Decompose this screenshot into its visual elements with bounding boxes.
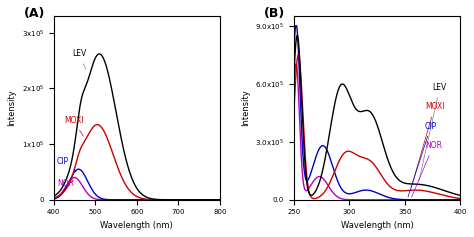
X-axis label: Wavelength (nm): Wavelength (nm) bbox=[341, 221, 413, 230]
Text: CIP: CIP bbox=[408, 122, 437, 197]
Text: MOXI: MOXI bbox=[411, 102, 444, 187]
Text: CIP: CIP bbox=[57, 157, 76, 171]
Y-axis label: Intensity: Intensity bbox=[241, 90, 250, 126]
Text: (A): (A) bbox=[24, 7, 45, 20]
Text: LEV: LEV bbox=[72, 50, 86, 69]
Text: MOXI: MOXI bbox=[64, 116, 83, 136]
Text: LEV: LEV bbox=[419, 83, 447, 182]
Y-axis label: Intensity: Intensity bbox=[7, 90, 16, 126]
Text: NOR: NOR bbox=[411, 141, 442, 197]
Text: (B): (B) bbox=[264, 7, 285, 20]
X-axis label: Wavelength (nm): Wavelength (nm) bbox=[100, 221, 173, 230]
Text: NOR: NOR bbox=[57, 178, 74, 187]
